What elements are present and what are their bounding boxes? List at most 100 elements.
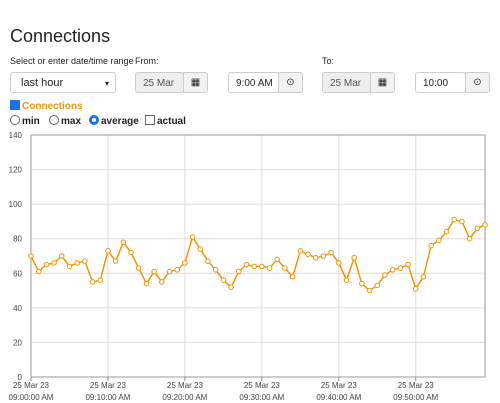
data-point: [474, 225, 481, 232]
data-point: [220, 277, 227, 283]
range-value: last hour: [21, 77, 64, 89]
data-point: [135, 265, 142, 271]
data-point: [312, 254, 319, 261]
data-point: [105, 248, 111, 254]
data-point: [43, 261, 50, 268]
chart: 0 20 40 60 80 100 120 140 25 Mar 23 09:00:00 AM 25…: [9, 131, 488, 402]
y-tick-label: 60: [13, 269, 22, 278]
range-label: Select or enter date/time range: [10, 56, 134, 66]
y-tick-label: 140: [9, 131, 23, 140]
data-point: [182, 260, 188, 266]
series-checkbox[interactable]: Connections: [10, 100, 83, 112]
data-point: [412, 286, 419, 292]
data-point: [235, 268, 242, 275]
x-tick-label: 09:50:00 AM: [393, 393, 438, 402]
x-tick-label: 25 Mar 23: [167, 381, 204, 390]
data-point: [143, 280, 150, 287]
data-point: [112, 258, 119, 264]
x-tick-label: 25 Mar 23: [244, 381, 281, 390]
data-point: [274, 256, 281, 263]
data-point: [374, 282, 381, 289]
data-point: [266, 265, 273, 271]
data-point: [359, 280, 365, 287]
range-select[interactable]: last hour ▾: [10, 72, 116, 93]
to-label: To:: [322, 56, 335, 66]
from-date[interactable]: 25 Mar 23: [135, 72, 184, 93]
y-tick-label: 20: [13, 338, 22, 347]
x-tick-label: 25 Mar 23: [13, 381, 50, 390]
x-tick-label: 25 Mar 23: [321, 381, 358, 390]
data-point: [259, 263, 265, 270]
data-point: [243, 261, 250, 268]
x-tick-label: 09:10:00 AM: [85, 393, 130, 402]
data-point: [89, 279, 96, 285]
data-point: [28, 253, 34, 259]
data-point: [212, 267, 219, 273]
data-point: [128, 249, 134, 256]
option-label: actual: [157, 116, 186, 127]
data-point: [343, 277, 350, 283]
data-point: [58, 253, 65, 259]
data-point: [459, 218, 465, 225]
data-point: [305, 251, 311, 258]
from-calendar-button[interactable]: ▦: [183, 72, 208, 93]
opt-actual[interactable]: actual: [145, 115, 186, 127]
data-point: [297, 248, 304, 254]
y-tick-label: 40: [13, 304, 22, 313]
from-label: From:: [135, 56, 159, 66]
y-tick-label: 100: [9, 200, 23, 209]
data-point: [443, 229, 450, 235]
plot-border: [30, 134, 486, 378]
to-time[interactable]: 10:00 AM: [415, 72, 466, 93]
x-tick-label: 09:40:00 AM: [316, 393, 361, 402]
data-point: [320, 253, 327, 259]
data-point: [335, 260, 342, 266]
data-point: [66, 263, 73, 270]
data-point: [205, 258, 211, 264]
data-point: [282, 265, 288, 271]
to-calendar-button[interactable]: ▦: [370, 72, 395, 93]
data-point: [466, 235, 473, 242]
data-point: [97, 277, 104, 283]
y-tick-label: 120: [9, 166, 23, 175]
data-point: [120, 239, 127, 245]
data-point: [82, 258, 88, 264]
from-clock-button[interactable]: ⊙: [278, 72, 303, 93]
opt-average[interactable]: average: [89, 115, 139, 127]
series-line: [30, 218, 486, 292]
to-date[interactable]: 25 Mar 23: [322, 72, 371, 93]
x-tick-label: 09:30:00 AM: [239, 393, 284, 402]
opt-max[interactable]: max: [49, 115, 81, 127]
option-label: average: [101, 116, 139, 127]
page-title: Connections: [10, 26, 111, 46]
from-time[interactable]: 9:00 AM: [228, 72, 279, 93]
opt-min[interactable]: min: [10, 115, 40, 127]
x-tick-label: 25 Mar 23: [398, 381, 435, 390]
x-tick-label: 09:00:00 AM: [9, 393, 54, 402]
data-point: [189, 234, 196, 240]
data-point: [451, 216, 458, 223]
data-point: [74, 260, 80, 266]
data-point: [166, 268, 173, 275]
data-point: [482, 222, 488, 228]
option-label: max: [61, 116, 82, 127]
data-point: [328, 249, 334, 256]
data-point: [405, 261, 411, 268]
data-point: [197, 246, 204, 252]
data-point: [436, 237, 442, 244]
data-point: [366, 287, 373, 294]
data-point: [420, 273, 427, 280]
x-tick-label: 25 Mar 23: [90, 381, 127, 390]
data-point: [382, 272, 388, 278]
to-clock-button[interactable]: ⊙: [465, 72, 490, 93]
data-point: [351, 254, 357, 261]
x-tick-label: 09:20:00 AM: [162, 393, 207, 402]
data-point: [428, 242, 434, 249]
data-point: [251, 263, 257, 270]
data-point: [151, 268, 157, 275]
data-point: [228, 284, 234, 290]
data-point: [174, 267, 181, 273]
data-point: [35, 268, 42, 275]
data-point: [289, 273, 296, 280]
